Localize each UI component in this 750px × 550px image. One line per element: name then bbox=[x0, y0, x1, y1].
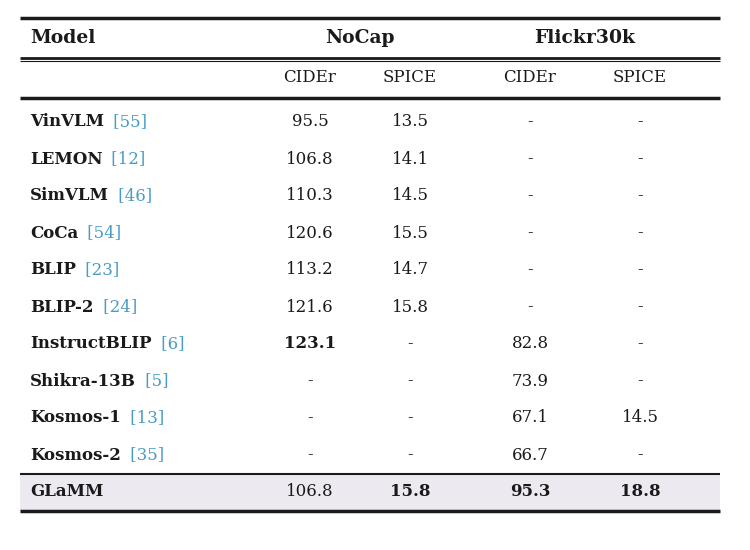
Text: 15.8: 15.8 bbox=[392, 299, 428, 316]
Text: BLIP: BLIP bbox=[30, 261, 76, 278]
Text: SPICE: SPICE bbox=[383, 69, 437, 86]
Text: 110.3: 110.3 bbox=[286, 188, 334, 205]
Text: 123.1: 123.1 bbox=[284, 336, 336, 353]
Text: [54]: [54] bbox=[82, 224, 122, 241]
FancyBboxPatch shape bbox=[20, 474, 720, 512]
Text: NoCap: NoCap bbox=[326, 29, 394, 47]
Text: -: - bbox=[638, 188, 643, 205]
Text: 106.8: 106.8 bbox=[286, 151, 334, 168]
Text: SimVLM: SimVLM bbox=[30, 188, 109, 205]
Text: -: - bbox=[407, 447, 413, 464]
Text: -: - bbox=[638, 336, 643, 353]
Text: Model: Model bbox=[30, 29, 95, 47]
Text: [55]: [55] bbox=[108, 113, 147, 130]
Text: 113.2: 113.2 bbox=[286, 261, 334, 278]
Text: 66.7: 66.7 bbox=[512, 447, 548, 464]
Text: 14.5: 14.5 bbox=[392, 188, 428, 205]
Text: [24]: [24] bbox=[98, 299, 136, 316]
Text: -: - bbox=[638, 299, 643, 316]
Text: [6]: [6] bbox=[155, 336, 184, 353]
Text: 15.5: 15.5 bbox=[392, 224, 428, 241]
Text: 82.8: 82.8 bbox=[512, 336, 548, 353]
Text: VinVLM: VinVLM bbox=[30, 113, 104, 130]
Text: -: - bbox=[638, 447, 643, 464]
Text: 121.6: 121.6 bbox=[286, 299, 334, 316]
Text: -: - bbox=[638, 224, 643, 241]
Text: Kosmos-1: Kosmos-1 bbox=[30, 410, 121, 426]
Text: [35]: [35] bbox=[124, 447, 164, 464]
Text: Flickr30k: Flickr30k bbox=[535, 29, 635, 47]
Text: 18.8: 18.8 bbox=[620, 483, 660, 500]
Text: 95.3: 95.3 bbox=[510, 483, 550, 500]
Text: CoCa: CoCa bbox=[30, 224, 78, 241]
Text: -: - bbox=[308, 410, 313, 426]
Text: 14.7: 14.7 bbox=[392, 261, 428, 278]
Text: BLIP-2: BLIP-2 bbox=[30, 299, 94, 316]
Text: 14.1: 14.1 bbox=[392, 151, 428, 168]
Text: 13.5: 13.5 bbox=[392, 113, 428, 130]
Text: CIDEr: CIDEr bbox=[503, 69, 556, 86]
Text: -: - bbox=[407, 372, 413, 389]
Text: CIDEr: CIDEr bbox=[284, 69, 337, 86]
Text: InstructBLIP: InstructBLIP bbox=[30, 336, 152, 353]
Text: -: - bbox=[308, 447, 313, 464]
Text: -: - bbox=[527, 224, 532, 241]
Text: -: - bbox=[308, 372, 313, 389]
Text: 15.8: 15.8 bbox=[390, 483, 430, 500]
Text: [46]: [46] bbox=[112, 188, 152, 205]
Text: [5]: [5] bbox=[140, 372, 168, 389]
Text: [13]: [13] bbox=[124, 410, 164, 426]
Text: Shikra-13B: Shikra-13B bbox=[30, 372, 136, 389]
Text: -: - bbox=[407, 336, 413, 353]
Text: -: - bbox=[407, 410, 413, 426]
Text: -: - bbox=[527, 113, 532, 130]
Text: -: - bbox=[638, 372, 643, 389]
Text: -: - bbox=[527, 151, 532, 168]
Text: 95.5: 95.5 bbox=[292, 113, 328, 130]
Text: -: - bbox=[527, 261, 532, 278]
Text: 73.9: 73.9 bbox=[512, 372, 548, 389]
Text: 120.6: 120.6 bbox=[286, 224, 334, 241]
Text: -: - bbox=[638, 113, 643, 130]
Text: Kosmos-2: Kosmos-2 bbox=[30, 447, 121, 464]
Text: 106.8: 106.8 bbox=[286, 483, 334, 500]
Text: SPICE: SPICE bbox=[613, 69, 667, 86]
Text: -: - bbox=[527, 299, 532, 316]
Text: -: - bbox=[527, 188, 532, 205]
Text: -: - bbox=[638, 261, 643, 278]
Text: 14.5: 14.5 bbox=[622, 410, 658, 426]
Text: LEMON: LEMON bbox=[30, 151, 103, 168]
Text: [12]: [12] bbox=[106, 151, 146, 168]
Text: [23]: [23] bbox=[80, 261, 119, 278]
Text: 67.1: 67.1 bbox=[512, 410, 548, 426]
Text: GLaMM: GLaMM bbox=[30, 483, 104, 500]
Text: -: - bbox=[638, 151, 643, 168]
